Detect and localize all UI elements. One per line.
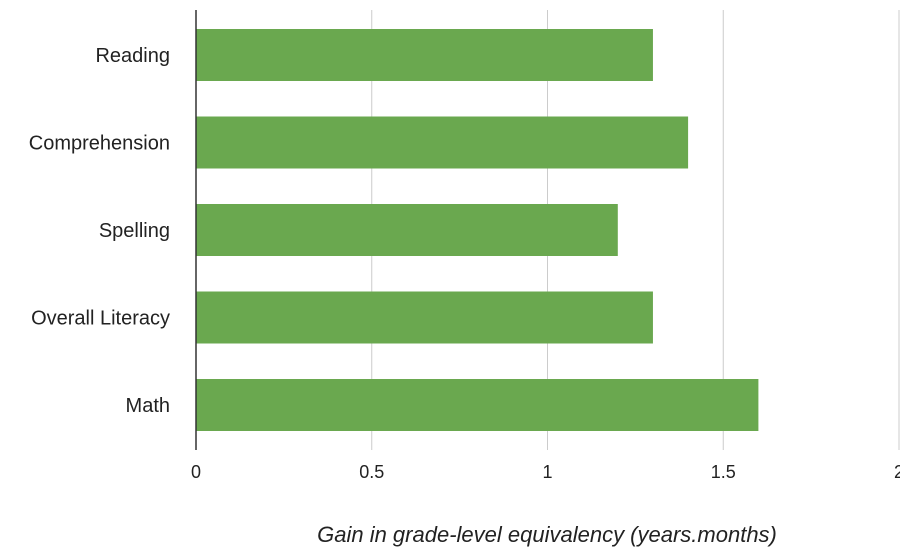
bar (196, 116, 689, 169)
x-tick-label: 1 (542, 462, 552, 482)
x-tick-label: 0 (191, 462, 201, 482)
x-tick-label: 2 (894, 462, 900, 482)
category-labels: Reading Comprehension Spelling Overall Lite… (29, 45, 170, 417)
category-label: Overall Literacy (31, 308, 170, 330)
category-label: Comprehension (29, 133, 170, 155)
bars (196, 29, 759, 431)
x-tick-label: 1.5 (711, 462, 736, 482)
category-label: Spelling (99, 220, 170, 242)
category-label: Reading (95, 45, 170, 67)
x-tick-labels: 0 0.5 1 1.5 2 (191, 462, 900, 482)
x-axis-title: Gain in grade-level equivalency (years.m… (317, 522, 777, 547)
bar (196, 291, 653, 344)
bar (196, 379, 759, 431)
bar (196, 204, 618, 256)
category-label: Math (126, 395, 170, 417)
bar (196, 29, 653, 81)
x-tick-label: 0.5 (359, 462, 384, 482)
